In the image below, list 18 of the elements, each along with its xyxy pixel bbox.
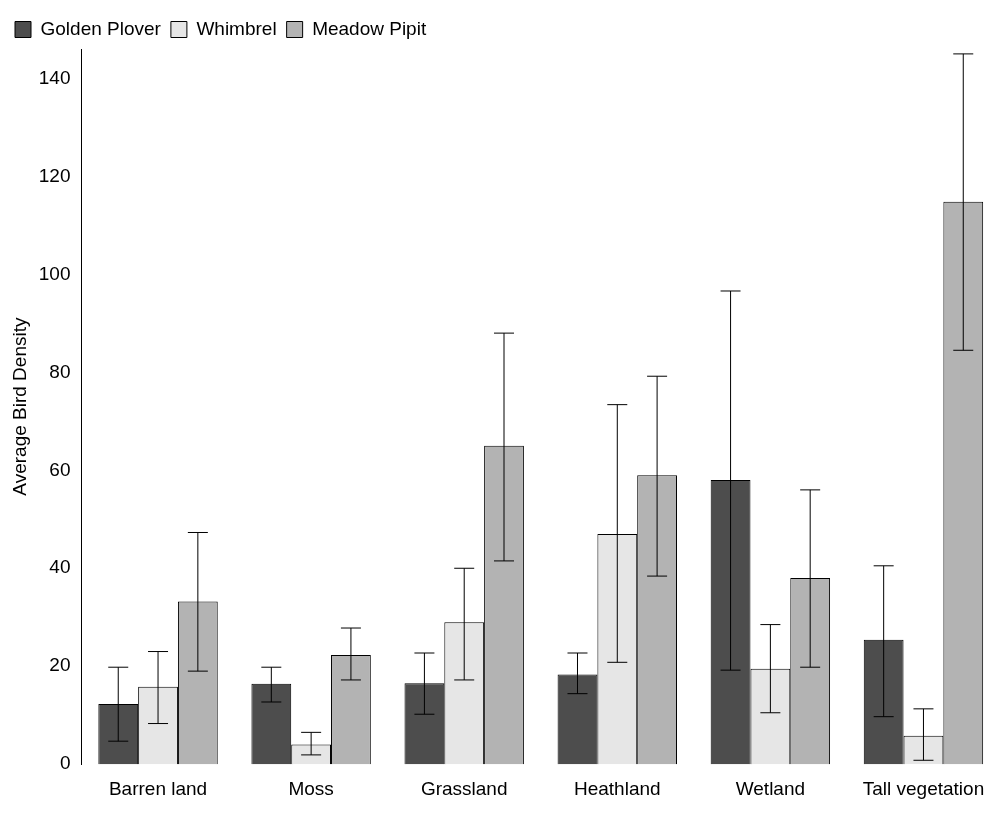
x-tick-label: Wetland (735, 777, 806, 799)
legend-label: Whimbrel (196, 17, 277, 39)
y-axis-title: Average Bird Density (8, 317, 30, 496)
x-tick-label: Tall vegetation (862, 777, 985, 799)
x-tick-label: Barren land (108, 777, 208, 799)
x-tick-label: Moss (288, 777, 334, 799)
y-tick-label: 120 (38, 164, 71, 186)
y-tick-label: 40 (49, 556, 71, 578)
y-tick-label: 0 (59, 752, 71, 774)
x-tick-label: Grassland (420, 777, 508, 799)
y-tick-label: 80 (49, 360, 71, 382)
x-tick-label: Heathland (573, 777, 661, 799)
y-tick-label: 100 (38, 262, 71, 284)
legend-label: Golden Plover (40, 17, 162, 39)
legend-label: Meadow Pipit (312, 17, 427, 39)
y-tick-label: 60 (49, 458, 71, 480)
y-tick-label: 20 (49, 654, 71, 676)
y-tick-label: 140 (38, 66, 71, 88)
